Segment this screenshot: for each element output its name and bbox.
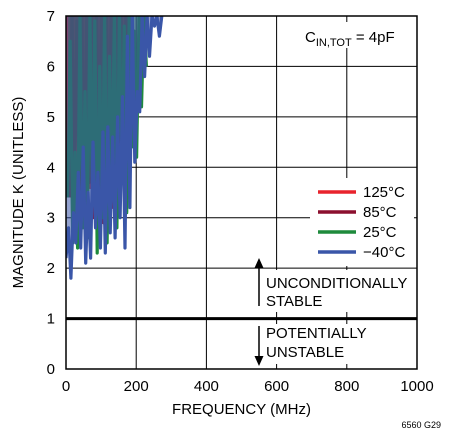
y-tick-label-6: 6 — [47, 58, 55, 75]
y-tick-label-5: 5 — [47, 109, 55, 126]
stable-note-line-2: STABLE — [266, 293, 322, 310]
x-tick-labels: 0 200 400 600 800 1000 — [62, 378, 434, 395]
plot-frame — [65, 15, 418, 370]
x-tick-label-5: 1000 — [400, 378, 433, 395]
y-tick-labels: 0 1 2 3 4 5 6 7 — [47, 8, 55, 378]
condition-main: C — [305, 29, 316, 46]
condition-subscript: IN,TOT — [316, 37, 352, 49]
legend-label-0: 125°C — [363, 184, 405, 201]
figure-id: 6560 G29 — [401, 420, 441, 430]
legend-label-2: 25°C — [363, 224, 397, 241]
unstable-note-box — [256, 324, 376, 364]
condition-label: CIN,TOT = 4pF — [305, 29, 395, 49]
legend-label-3: −40°C — [363, 244, 405, 261]
y-tick-label-2: 2 — [47, 260, 55, 277]
stable-arrow — [254, 258, 264, 306]
y-tick-label-7: 7 — [47, 8, 55, 25]
x-tick-label-2: 400 — [194, 378, 219, 395]
x-tick-label-3: 600 — [264, 378, 289, 395]
legend-label-1: 85°C — [363, 204, 397, 221]
condition-value: = 4pF — [352, 29, 395, 46]
y-tick-label-4: 4 — [47, 159, 55, 176]
condition-label-box — [298, 22, 410, 48]
y-tick-label-1: 1 — [47, 311, 55, 328]
x-axis-title: FREQUENCY (MHz) — [172, 401, 311, 418]
y-tick-label-3: 3 — [47, 210, 55, 227]
unstable-note-line-1: POTENTIALLY — [266, 325, 367, 342]
unstable-arrow — [254, 326, 264, 366]
stable-note-box — [256, 270, 414, 312]
stable-note-line-1: UNCONDITIONALLY — [266, 275, 407, 292]
x-tick-label-0: 0 — [62, 378, 70, 395]
series-line-3 — [66, 16, 164, 280]
series-layer — [66, 16, 164, 280]
y-axis-title: MAGNITUDE K (UNITLESS) — [10, 97, 27, 289]
y-tick-label-0: 0 — [47, 361, 55, 378]
unstable-note-line-2: UNSTABLE — [266, 344, 344, 361]
x-tick-label-1: 200 — [124, 378, 149, 395]
legend: 125°C 85°C 25°C −40°C — [318, 184, 405, 261]
x-tick-label-4: 800 — [334, 378, 359, 395]
